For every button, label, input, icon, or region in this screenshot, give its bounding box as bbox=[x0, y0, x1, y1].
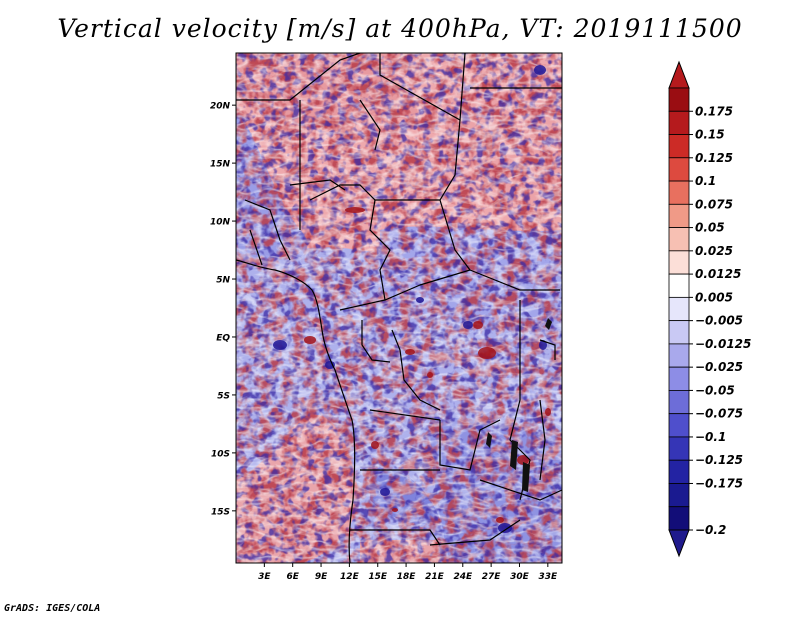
lon-label: 15E bbox=[368, 572, 388, 582]
lon-label: 3E bbox=[258, 572, 271, 582]
colorbar-segment bbox=[668, 366, 690, 391]
colorbar-label: −0.025 bbox=[695, 360, 743, 374]
country-borders bbox=[236, 53, 562, 563]
lon-label: 6E bbox=[286, 572, 299, 582]
colorbar-segment bbox=[668, 459, 690, 484]
colorbar-label: 0.0125 bbox=[695, 267, 741, 281]
lat-label: 10N bbox=[210, 218, 231, 228]
colorbar-label: 0.025 bbox=[695, 244, 733, 258]
lat-label: 20N bbox=[210, 102, 231, 112]
lon-label: 9E bbox=[315, 572, 328, 582]
colorbar-label: 0.125 bbox=[695, 151, 733, 165]
colorbar-segment bbox=[668, 110, 690, 135]
colorbar-top-arrow bbox=[668, 60, 690, 89]
colorbar-segment bbox=[668, 180, 690, 205]
colorbar-label: −0.175 bbox=[695, 476, 743, 490]
colorbar-label: 0.05 bbox=[695, 221, 725, 235]
colorbar-label: −0.075 bbox=[695, 407, 743, 421]
colorbar-label: 0.075 bbox=[695, 197, 733, 211]
colorbar-label: −0.0125 bbox=[695, 337, 751, 351]
lon-label: 24E bbox=[453, 572, 473, 582]
colorbar-segment bbox=[668, 296, 690, 322]
grads-credit: GrADS: IGES/COLA bbox=[4, 603, 101, 614]
lat-label: 15S bbox=[211, 507, 230, 517]
lon-label: 21E bbox=[425, 572, 445, 582]
lon-label: 30E bbox=[510, 572, 530, 582]
latitude-axis: 20N 15N 10N 5N EQ 5S 10S 15S bbox=[210, 102, 236, 517]
colorbar-segment bbox=[668, 483, 690, 508]
colorbar-segment bbox=[668, 390, 690, 415]
lon-label: 12E bbox=[340, 572, 360, 582]
lat-label: 5S bbox=[217, 391, 230, 401]
colorbar-segment bbox=[668, 273, 690, 298]
colorbar: 0.175 0.15 0.125 0.1 0.075 0.05 0.025 0.0125 0.0… bbox=[668, 60, 751, 558]
colorbar-label: −0.1 bbox=[695, 430, 726, 444]
colorbar-segment bbox=[668, 157, 690, 182]
lat-label: 5N bbox=[216, 276, 230, 286]
colorbar-label: 0.175 bbox=[695, 104, 733, 118]
colorbar-segment bbox=[668, 250, 690, 275]
colorbar-label: −0.005 bbox=[695, 314, 743, 328]
colorbar-segment bbox=[668, 320, 690, 345]
colorbar-segment bbox=[668, 506, 690, 531]
colorbar-segment bbox=[668, 227, 690, 252]
lon-label: 18E bbox=[397, 572, 417, 582]
chart-title: Vertical velocity [m/s] at 400hPa, VT: 2… bbox=[57, 14, 743, 43]
lat-label: EQ bbox=[216, 333, 230, 343]
lon-label: 33E bbox=[538, 572, 558, 582]
colorbar-label: 0.005 bbox=[695, 290, 733, 304]
colorbar-label: −0.2 bbox=[695, 523, 726, 537]
colorbar-segment bbox=[668, 203, 690, 228]
lat-label: 10S bbox=[211, 449, 230, 459]
colorbar-segment bbox=[668, 134, 690, 159]
colorbar-label: −0.125 bbox=[695, 453, 743, 467]
lat-label: 15N bbox=[210, 160, 231, 170]
longitude-axis: 3E 6E 9E 12E 15E 18E 21E 24E 27E 30E 33E bbox=[258, 563, 558, 582]
colorbar-bottom-arrow bbox=[668, 529, 690, 558]
colorbar-label: 0.1 bbox=[695, 174, 716, 188]
lon-label: 27E bbox=[482, 572, 502, 582]
colorbar-label: −0.05 bbox=[695, 383, 735, 397]
colorbar-segment bbox=[668, 87, 690, 112]
colorbar-segment bbox=[668, 343, 690, 368]
colorbar-label: 0.15 bbox=[695, 128, 725, 142]
colorbar-segment bbox=[668, 413, 690, 438]
map-field bbox=[236, 53, 562, 563]
map-frame bbox=[235, 52, 563, 564]
colorbar-segment bbox=[668, 436, 690, 461]
